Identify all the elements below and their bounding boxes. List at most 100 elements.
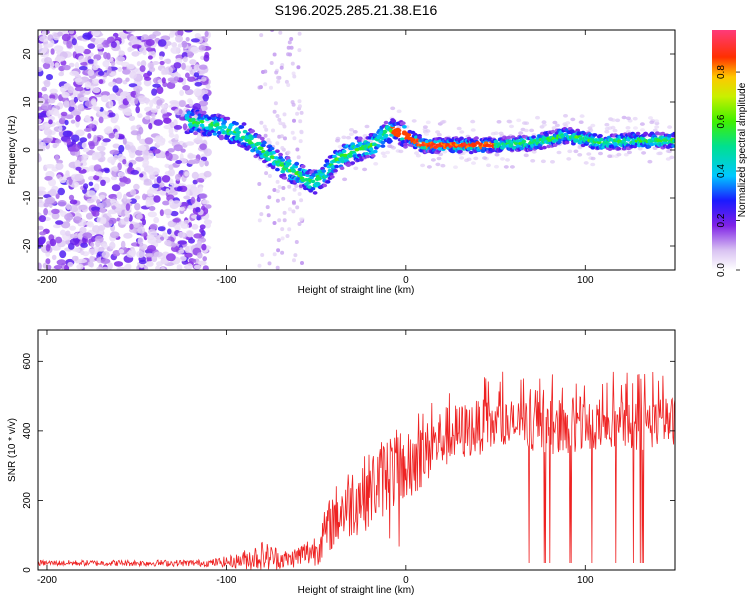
spectrogram-cell [436, 132, 442, 137]
spectrogram-cell [79, 226, 87, 234]
spectrogram-cell [632, 116, 638, 121]
spectrogram-cell [102, 60, 110, 68]
spectrogram-ridge-cell [270, 165, 276, 170]
spectrogram-cell [598, 151, 603, 156]
spectrogram-cell [94, 38, 104, 44]
spectrogram-cell [47, 34, 54, 42]
spectrogram-cell [68, 177, 73, 186]
spectrogram-cell [165, 188, 170, 194]
spectrogram-cell [156, 86, 164, 95]
spectrogram-cell [185, 72, 190, 79]
spectrogram-cell [186, 230, 193, 238]
snr-series-line [38, 371, 675, 570]
spectrogram-cell [53, 45, 64, 52]
spectrogram-cell [186, 263, 193, 270]
spectrogram-cell [93, 134, 98, 143]
spectrogram-cell [141, 150, 150, 156]
spectrogram-cell [135, 105, 140, 114]
spectrogram-ridge-cell [291, 169, 296, 173]
spectrogram-cell [266, 213, 271, 218]
spectrogram-cell [573, 149, 579, 154]
spectrogram-cell [45, 258, 51, 265]
spectrogram-cell [189, 59, 197, 65]
spectrogram-cell [42, 62, 51, 70]
spectrogram-cell [283, 136, 287, 141]
spectrogram-cell [179, 255, 187, 262]
spectrogram-cell [626, 116, 631, 121]
spectrogram-cell [373, 162, 379, 166]
spectrogram-cell [99, 207, 106, 214]
spectrogram-cell [456, 126, 462, 131]
spectrogram-ridge-cell [280, 158, 286, 162]
spectrogram-cell [293, 253, 298, 258]
spectrogram-cell [136, 61, 141, 67]
spectrogram-cell [296, 65, 301, 70]
spectrogram-cell [91, 206, 101, 212]
spectrogram-cell [55, 162, 64, 170]
spectrogram-cell [155, 265, 161, 270]
spectrogram-cell [170, 30, 175, 36]
spectrogram-cell [578, 120, 584, 124]
spectrogram-cell [97, 225, 106, 231]
spectrogram-cell [150, 108, 159, 113]
spectrogram-cell [299, 130, 304, 135]
snr-x-tick-label: 0 [403, 575, 409, 586]
spectrogram-cell [269, 85, 273, 90]
spectrogram-cell [387, 144, 393, 148]
spectrogram-cell [297, 99, 302, 104]
spectrogram-cell [161, 107, 168, 115]
spectrogram-cell [60, 221, 71, 229]
spectrogram-cell [277, 185, 282, 189]
spectrogram-ridge-cell [391, 119, 396, 123]
spectrogram-cell [61, 91, 70, 99]
spectrogram-cell [587, 126, 593, 130]
spectrogram-cell [108, 217, 117, 225]
spectrogram-cell [70, 119, 76, 124]
spectrogram-ridge-cell [333, 168, 338, 173]
spectrogram-cell [145, 115, 151, 120]
colorbar-label: Normalized spectral amplitude [737, 82, 748, 217]
spectrogram-cell [90, 241, 95, 248]
spectrogram-cell [294, 240, 299, 244]
spectrogram-ridge-cell [300, 164, 306, 169]
spectrogram-ridge-cell [225, 116, 231, 121]
spectrogram-cell [352, 130, 358, 134]
spectrogram-cell [198, 64, 208, 70]
spectrogram-cell [38, 225, 44, 231]
spectrogram-cell [111, 205, 116, 210]
spectrogram-ridge-cell [552, 143, 558, 147]
spectrogram-cell [640, 128, 645, 132]
spectrogram-cell [637, 146, 643, 151]
spectrogram-cell [101, 40, 111, 48]
spectrogram-cell [87, 43, 96, 49]
spectrogram-cell [648, 116, 653, 120]
spectrogram-ridge-cell [396, 128, 402, 133]
spectrogram-cell [160, 267, 166, 270]
spectrogram-cell [275, 114, 280, 118]
spectrogram-cell [175, 35, 183, 43]
spectrogram-cell [123, 264, 131, 270]
spectrogram-ridge-cell [564, 140, 570, 145]
spectrogram-cell [110, 60, 116, 67]
spectrogram-cell [135, 149, 143, 156]
spectrogram-y-ticks: -20 -10 0 10 20 [22, 48, 675, 253]
spectrogram-cell [54, 154, 60, 162]
spectrogram-cell [550, 160, 555, 164]
spectrogram-cell [291, 71, 296, 76]
spectrogram-cell [146, 245, 157, 252]
spectrogram-ridge-cell [199, 119, 205, 124]
colorbar-tick-label: 0.2 [716, 213, 727, 227]
spectrogram-cell [567, 149, 573, 154]
spectrogram-cell [435, 162, 441, 167]
spectrogram-ridge-cell [269, 146, 275, 151]
spectrogram-cell [38, 140, 44, 149]
spectrogram-cell [185, 141, 195, 146]
spectrogram-cell [131, 125, 137, 131]
spectrogram-ridge-cell [521, 139, 527, 144]
colorbar-ticks: 0.0 0.2 0.4 0.6 0.8 [716, 65, 740, 277]
spectrogram-cell [267, 174, 272, 178]
spectrogram-cell [146, 261, 154, 267]
spectrogram-cell [130, 169, 139, 175]
spectrogram-cell [74, 173, 84, 182]
spectrogram-ridge-cell [222, 125, 228, 129]
